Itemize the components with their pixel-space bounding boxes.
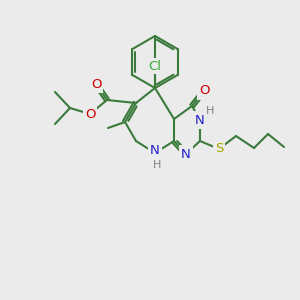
Text: N: N <box>195 113 205 127</box>
Text: Cl: Cl <box>148 59 161 73</box>
Text: H: H <box>153 160 161 170</box>
Text: N: N <box>150 145 160 158</box>
Text: H: H <box>206 106 214 116</box>
Text: S: S <box>215 142 223 155</box>
Text: O: O <box>85 107 95 121</box>
Text: N: N <box>181 148 191 160</box>
Text: O: O <box>199 85 209 98</box>
Text: O: O <box>91 77 101 91</box>
